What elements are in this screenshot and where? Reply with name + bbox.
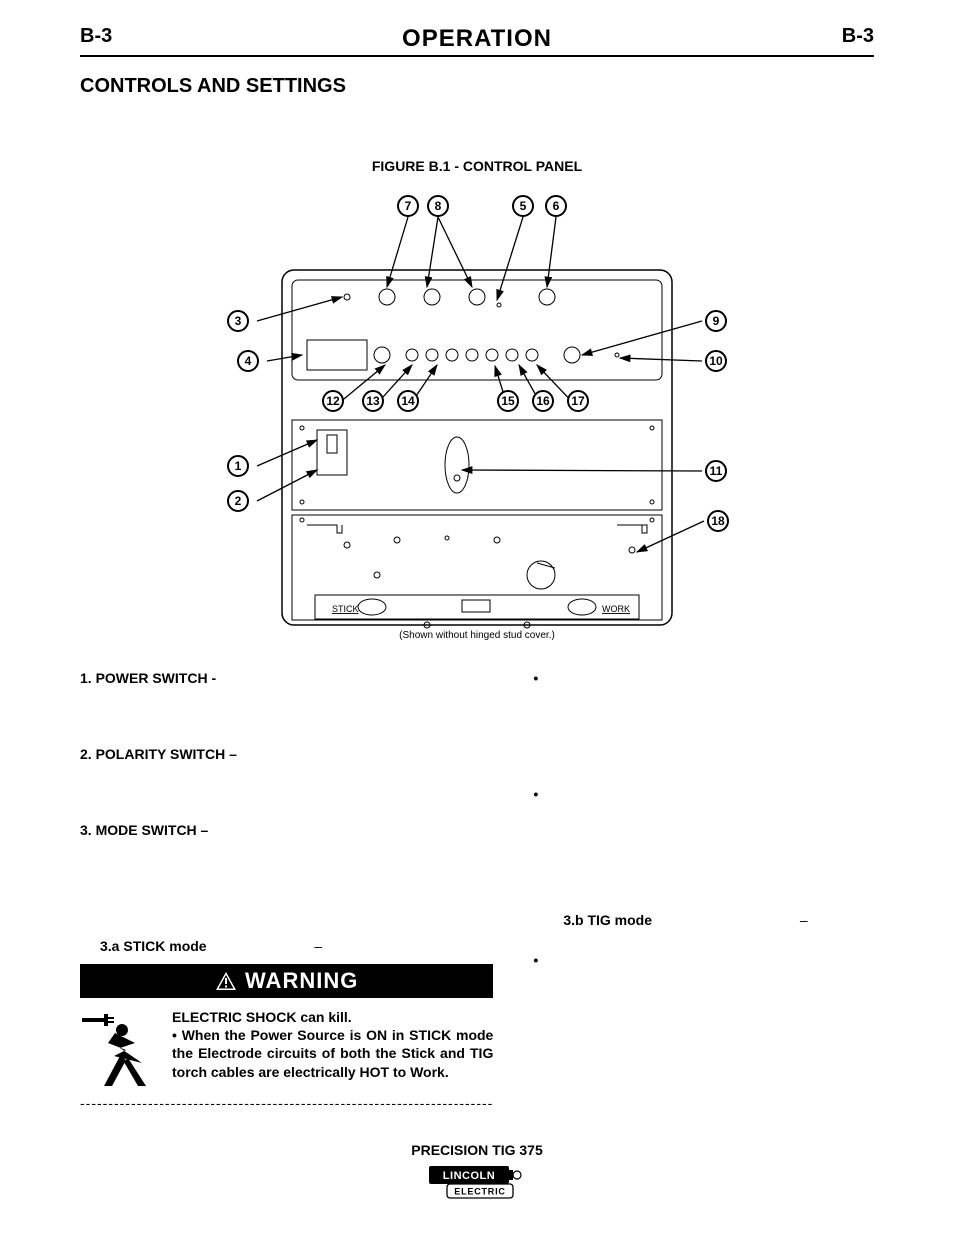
- warning-bar: WARNING: [80, 964, 493, 998]
- lincoln-electric-logo: LINCOLN ELECTRIC: [429, 1166, 525, 1205]
- page-title: OPERATION: [80, 25, 874, 53]
- warning-line1: ELECTRIC SHOCK can kill.: [172, 1008, 493, 1026]
- electric-shock-icon: [80, 1008, 160, 1091]
- right-column: • • 3.b TIG mode – •: [533, 670, 874, 1111]
- item-3a-dash: –: [314, 938, 322, 954]
- work-label: WORK: [602, 604, 630, 614]
- figure-note: (Shown without hinged stud cover.): [399, 630, 555, 640]
- callout-3: 3: [227, 310, 249, 332]
- stick-label: STICK: [332, 604, 359, 614]
- warning-divider: ----------------------------------------…: [80, 1095, 493, 1111]
- item-3b-dash: –: [800, 912, 808, 928]
- right-bullet-1: •: [533, 670, 874, 686]
- callout-17: 17: [567, 390, 589, 412]
- callout-9: 9: [705, 310, 727, 332]
- top-bar: B-3 OPERATION B-3: [80, 25, 874, 57]
- item-3a-heading: 3.a STICK mode –: [100, 938, 493, 954]
- warning-line2: • When the Power Source is ON in STICK m…: [172, 1026, 493, 1081]
- body-columns: 1. POWER SWITCH - 2. POLARITY SWITCH – 3…: [80, 670, 874, 1111]
- footer-product: PRECISION TIG 375: [0, 1142, 954, 1158]
- callout-7: 7: [397, 195, 419, 217]
- item-1-heading: 1. POWER SWITCH -: [80, 670, 493, 686]
- svg-text:ELECTRIC: ELECTRIC: [454, 1187, 505, 1197]
- callout-5: 5: [512, 195, 534, 217]
- callout-16: 16: [532, 390, 554, 412]
- warning-body: ELECTRIC SHOCK can kill. • When the Powe…: [80, 1008, 493, 1091]
- callout-13: 13: [362, 390, 384, 412]
- callout-14: 14: [397, 390, 419, 412]
- figure-svg: STICK WORK (Shown without hinged stud co…: [237, 180, 717, 640]
- right-bullet-3: •: [533, 952, 874, 968]
- svg-text:LINCOLN: LINCOLN: [443, 1170, 495, 1182]
- callout-2: 2: [227, 490, 249, 512]
- callout-6: 6: [545, 195, 567, 217]
- callout-12: 12: [322, 390, 344, 412]
- warning-bar-label: WARNING: [245, 968, 358, 994]
- callout-1: 1: [227, 455, 249, 477]
- right-bullet-2: •: [533, 786, 874, 802]
- callout-15: 15: [497, 390, 519, 412]
- footer: PRECISION TIG 375 LINCOLN ELECTRIC: [0, 1142, 954, 1205]
- warning-text: ELECTRIC SHOCK can kill. • When the Powe…: [172, 1008, 493, 1091]
- page: B-3 OPERATION B-3 CONTROLS AND SETTINGS …: [0, 0, 954, 1235]
- section-heading: CONTROLS AND SETTINGS: [80, 75, 874, 98]
- control-panel-figure: STICK WORK (Shown without hinged stud co…: [237, 180, 717, 640]
- figure-caption: FIGURE B.1 - CONTROL PANEL: [80, 158, 874, 174]
- callout-10: 10: [705, 350, 727, 372]
- left-column: 1. POWER SWITCH - 2. POLARITY SWITCH – 3…: [80, 670, 493, 1111]
- warning-triangle-icon: [215, 971, 237, 991]
- page-number-right: B-3: [842, 25, 874, 48]
- item-3a-label: 3.a STICK mode: [100, 938, 207, 954]
- item-3b-heading: 3.b TIG mode –: [563, 912, 874, 928]
- callout-4: 4: [237, 350, 259, 372]
- callout-11: 11: [705, 460, 727, 482]
- item-2-heading: 2. POLARITY SWITCH –: [80, 746, 493, 762]
- item-3b-label: 3.b TIG mode: [563, 912, 652, 928]
- callout-18: 18: [707, 510, 729, 532]
- callout-8: 8: [427, 195, 449, 217]
- item-3-heading: 3. MODE SWITCH –: [80, 822, 493, 838]
